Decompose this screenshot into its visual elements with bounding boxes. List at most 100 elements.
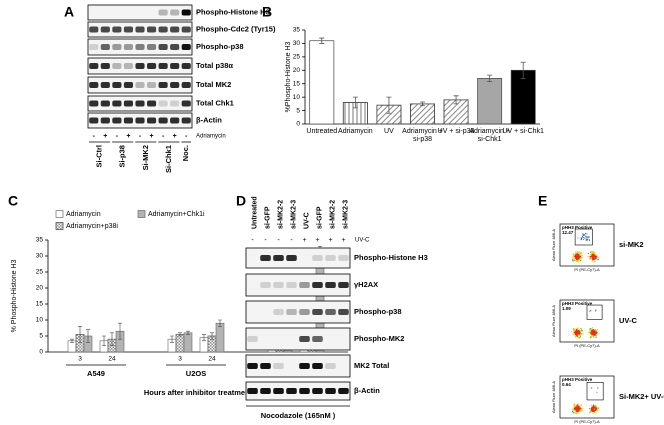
flow-dot [598, 333, 600, 335]
flow-dot [593, 410, 595, 412]
blot-label: β-Actin [354, 386, 380, 395]
blot-label: Phospho-p38 [354, 307, 402, 316]
flow-dot [573, 332, 575, 334]
error-bar [319, 37, 325, 44]
bar-hatch [175, 334, 185, 353]
treatment-sign: - [116, 133, 119, 140]
y-axis-title: % Phospho-Histone H3 [11, 260, 18, 333]
blot-band [286, 282, 297, 288]
flow-dot [586, 239, 589, 241]
flow-dot [593, 258, 596, 260]
flow-dot [578, 333, 580, 336]
flow-dot [588, 329, 591, 331]
flow-dot [577, 259, 580, 261]
error-bar [110, 332, 114, 346]
flow-dot [578, 251, 580, 253]
error-bar [118, 322, 122, 340]
flow-dot [581, 409, 583, 412]
flow-dot [577, 255, 579, 257]
blot-band [286, 309, 297, 315]
blot-band [325, 388, 336, 394]
flow-dot [592, 407, 594, 409]
flow-dot [578, 332, 581, 334]
blot-band [299, 363, 310, 369]
flow-dot [591, 410, 594, 412]
flow-dot [590, 334, 592, 336]
blot-band [170, 117, 180, 124]
flow-dot [582, 232, 584, 235]
y-tick-label: 30 [36, 253, 44, 260]
blot-band [112, 63, 122, 69]
blot-band [325, 255, 336, 261]
x-axis-title: Hours after inhibitor treatment [144, 388, 253, 397]
flow-dot [591, 408, 593, 410]
blot-band [181, 44, 191, 50]
flow-dot [590, 336, 592, 338]
x-tick-label: 24 [108, 356, 116, 363]
blot-band [112, 26, 122, 33]
flow-dot [581, 331, 583, 333]
blot-band [89, 82, 99, 88]
flow-dot [579, 337, 581, 339]
error-bar [78, 326, 82, 343]
x-axis-title: PI (PE-Cy7)-A [574, 267, 600, 272]
blot-band [170, 82, 180, 88]
flow-dot [594, 261, 596, 263]
flow-dot [594, 256, 596, 259]
flow-dot [581, 235, 584, 237]
flow-dot [593, 252, 595, 254]
gate-value: 0.64 [562, 382, 571, 387]
lane-label: Untreated [251, 196, 258, 229]
blot-strip [245, 327, 351, 351]
gate-label: pHH3 Positive [562, 301, 593, 306]
legend-label: Adriamycin+Chk1i [148, 211, 205, 218]
flow-dot [596, 255, 598, 258]
legend-hatch [55, 222, 64, 230]
flow-dot [590, 257, 592, 259]
flow-dot [592, 256, 594, 259]
y-tick-label: 5 [296, 107, 300, 114]
panel-letter: E [538, 193, 547, 209]
flow-dot [575, 332, 577, 335]
flow-dot [593, 260, 595, 263]
flow-dot [592, 254, 595, 257]
error-bar [386, 96, 392, 114]
treatment-sign: - [277, 237, 280, 244]
bar-hatch [410, 103, 435, 125]
flow-dot [577, 327, 579, 329]
flow-dot [574, 407, 576, 409]
flow-dot [589, 331, 591, 333]
group-label: A549 [87, 369, 105, 378]
flow-dot [571, 410, 574, 412]
treatment-sign: + [341, 237, 345, 244]
flow-dot [587, 255, 589, 258]
blot-band [123, 117, 134, 124]
flow-dot [598, 407, 600, 409]
flow-dot [573, 334, 576, 336]
x-tick-label: UV [384, 128, 394, 135]
blot-band [181, 100, 191, 107]
flow-dot [575, 253, 577, 256]
flow-dot [595, 404, 597, 406]
flow-dot [591, 329, 593, 332]
y-axis-title: Alexa Fluor 488-A [551, 229, 556, 261]
error-bar [178, 332, 182, 337]
blot-band [112, 82, 122, 88]
flow-dot [593, 334, 596, 336]
panel-letter: C [8, 193, 18, 209]
bar [477, 77, 503, 125]
flow-dot [594, 329, 596, 332]
flow-dot [595, 331, 598, 333]
flow-dot [589, 407, 591, 410]
flow-dot [573, 255, 575, 257]
flow-dot [590, 254, 592, 257]
flow-dot [576, 405, 578, 407]
flow-dot [589, 412, 591, 414]
flow-dot [578, 258, 580, 260]
flow-dot [592, 251, 594, 253]
flow-dot [584, 237, 586, 239]
flow-dot [572, 328, 574, 330]
flow-dot [577, 252, 579, 254]
blot-band [100, 82, 110, 88]
